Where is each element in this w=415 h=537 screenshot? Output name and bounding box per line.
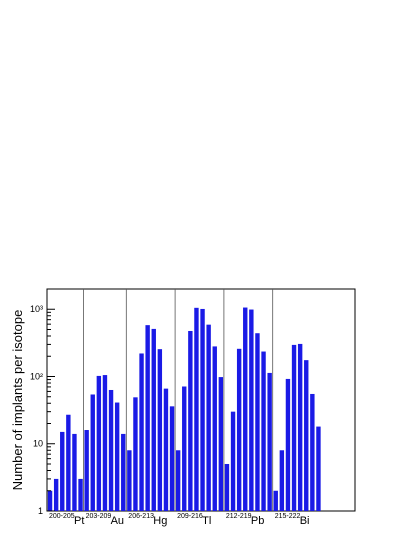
y-tick-label: 10² [30,371,43,381]
y-tick-label: 1 [38,506,43,516]
bar-pb-4 [249,309,254,511]
group-element-label: Pt [74,515,84,527]
bar-tl-2 [188,330,193,511]
group-range-label: 203-209 [86,513,112,520]
bar-hg-2 [139,353,144,511]
bar-pb-1 [230,411,236,511]
group-element-label: Hg [153,515,167,527]
bar-tl-7 [218,377,224,511]
bars [47,307,321,511]
bar-tl-4 [200,308,205,511]
bar-pb-5 [255,333,260,511]
bar-bi-1 [279,450,285,511]
bar-au-1 [90,394,95,511]
bar-bi-0 [273,490,278,511]
bar-pt-1 [53,478,59,511]
bar-au-6 [121,433,126,511]
group-dividers [83,289,274,511]
bar-pt-4 [72,433,77,511]
bar-au-0 [84,430,89,511]
bar-pb-7 [267,372,272,511]
bar-hg-6 [163,388,169,511]
group-labels: 200-205 Pt 203-209 Au 206-213 Hg 209-216 Tl 212-… [49,513,309,527]
bar-hg-4 [151,328,156,511]
bar-hg-1 [133,397,138,511]
group-element-label: Pb [251,515,264,527]
bar-tl-3 [194,307,199,511]
group-range-label: 215-222 [275,513,301,520]
bar-bi-3 [291,344,297,511]
bar-pt-3 [66,414,71,511]
bar-tl-5 [206,324,211,511]
bar-pb-0 [224,463,230,511]
bar-bi-5 [304,360,309,511]
bar-hg-0 [127,450,132,511]
bar-bi-2 [285,378,291,511]
y-axis: 1 10 10² 10³ [30,288,55,516]
group-range-label: 212-219 [226,513,252,520]
group-element-label: Au [111,515,124,527]
bar-tl-0 [175,450,181,511]
bar-bi-7 [316,426,321,511]
group-range-label: 200-205 [49,513,75,520]
bar-hg-7 [169,406,175,511]
bar-au-2 [96,375,102,511]
bar-hg-3 [145,325,150,511]
bar-pb-2 [236,348,242,511]
group-range-label: 206-213 [128,513,154,520]
bar-au-5 [114,402,120,511]
bar-au-4 [108,389,114,511]
group-range-label: 209-216 [177,513,203,520]
group-element-label: Bi [300,515,310,527]
bar-tl-6 [212,346,217,511]
bar-pt-5 [78,478,83,511]
y-tick-label: 10³ [30,304,43,314]
bar-tl-1 [182,386,187,511]
bar-pb-3 [243,307,248,511]
bar-bi-4 [297,343,303,511]
bar-pt-0 [47,490,53,511]
bar-au-3 [102,375,108,511]
y-axis-label: Number of implants per isotope [10,310,25,491]
bar-hg-5 [157,349,163,511]
bar-pt-2 [60,431,65,511]
group-element-label: Tl [202,515,211,527]
bar-pb-6 [261,351,266,511]
bar-bi-6 [310,393,315,511]
y-tick-label: 10 [33,439,43,449]
